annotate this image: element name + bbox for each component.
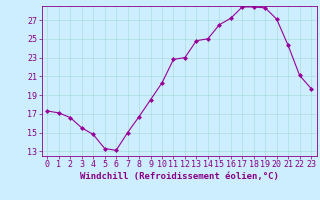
X-axis label: Windchill (Refroidissement éolien,°C): Windchill (Refroidissement éolien,°C) <box>80 172 279 181</box>
